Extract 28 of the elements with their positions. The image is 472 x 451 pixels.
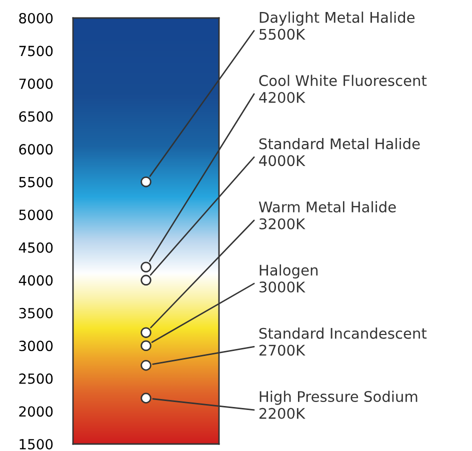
text: Standard Incandescent [259, 328, 427, 339]
text: High Pressure Sodium [260, 390, 418, 405]
y-tick-label: 6500 [19, 111, 53, 122]
y-tick-label: 8000 [19, 12, 53, 24]
data-label: 5500K [260, 28, 306, 40]
text: Halogen [260, 264, 318, 278]
data-label: 3200K [260, 218, 306, 230]
y-tick-label: 3500 [19, 308, 53, 318]
y-tick-label: 3000 [19, 340, 53, 352]
data-label: 2200K [259, 408, 306, 419]
text: Warm Metal Halide [258, 201, 396, 212]
y-tick-label: 4000 [18, 275, 53, 286]
data-label: 4000K [259, 155, 306, 166]
y-tick-label: 2000 [19, 406, 53, 417]
data-label: 4200K [259, 92, 306, 103]
y-tick-label: 5500 [19, 176, 53, 188]
data-label: 2700K [259, 344, 306, 356]
y-tick-label: 4500 [18, 242, 53, 253]
y-tick-label: 2500 [19, 373, 53, 384]
y-tick-label: 5000 [19, 210, 53, 220]
text: Cool White Fluorescent [259, 74, 427, 86]
text: Daylight Metal Halide [260, 12, 415, 26]
data-label: 3000K [260, 282, 306, 293]
y-tick-label: 1500 [20, 438, 53, 450]
y-tick-label: 6000 [19, 144, 53, 155]
text: Standard Metal Halide [259, 138, 420, 150]
y-tick-label: 7500 [19, 46, 53, 56]
y-tick-label: 7000 [19, 78, 53, 90]
